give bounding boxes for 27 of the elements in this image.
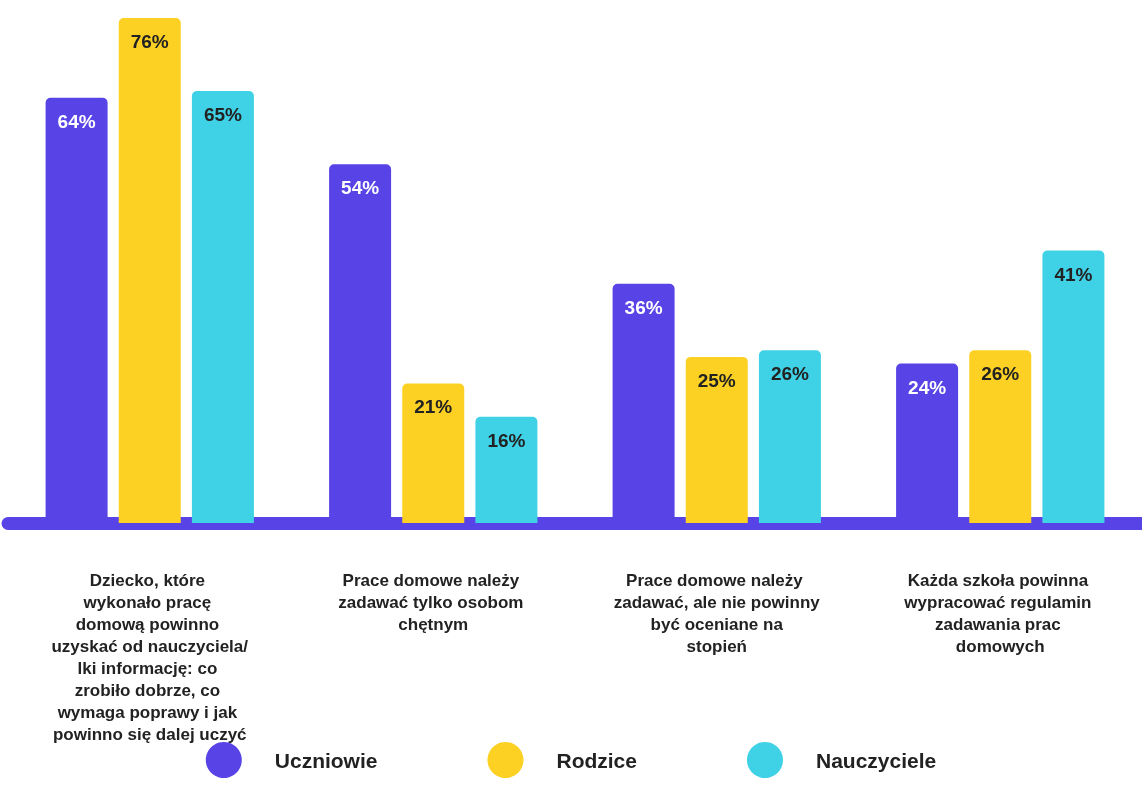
data-label: 65%: [203, 104, 243, 126]
data-label: 26%: [981, 363, 1020, 385]
legend-label: Rodzice: [556, 748, 637, 772]
bar: [1042, 250, 1105, 523]
bar: [969, 350, 1032, 523]
bar: [118, 18, 181, 523]
x-tick-label: Prace domowe należy zadawać tylko osobom chętnym: [338, 570, 529, 634]
bar: [758, 350, 821, 523]
data-label: 76%: [130, 31, 169, 52]
data-label: 25%: [697, 369, 736, 391]
x-tick-label: Prace domowe należy zadawać, ale nie powinny być oceniane na stopień: [613, 570, 821, 656]
legend-label: Nauczyciele: [815, 748, 937, 772]
x-tick-label: Dziecko, które wykonało pracę domową powinno uzyskać od nauczyciela/lki informację: co zrobiło dobrze, co wymaga poprawy i jak powinno się dalej uczyć: [51, 570, 249, 744]
x-tick-label: Każda szkoła powinna wypracować regulamin zadawania prac domowych: [903, 570, 1097, 656]
bar: [475, 416, 538, 523]
data-label: 21%: [414, 396, 453, 418]
data-label: 26%: [770, 363, 810, 385]
bar: [191, 91, 254, 523]
bar: [402, 383, 465, 523]
bar: [685, 356, 748, 523]
data-label: 24%: [908, 376, 947, 398]
data-label: 36%: [624, 296, 663, 318]
data-label: 54%: [341, 177, 380, 199]
data-label: 41%: [1054, 263, 1093, 285]
data-label: 64%: [57, 110, 96, 132]
data-label: 16%: [487, 429, 526, 451]
legend-label: Uczniowie: [274, 748, 378, 772]
